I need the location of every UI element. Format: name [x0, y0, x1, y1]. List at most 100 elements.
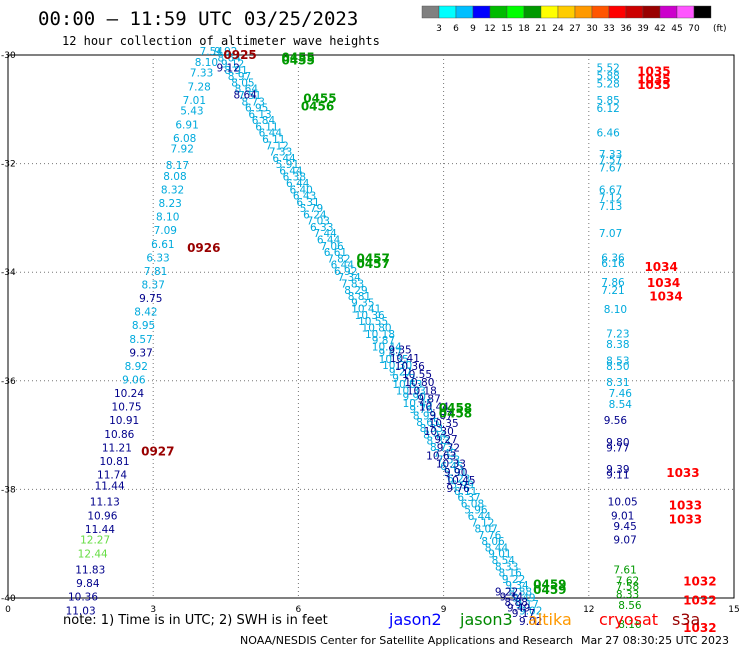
swh-value: 6.13: [248, 109, 271, 121]
x-tick-label: 0: [5, 605, 11, 615]
swh-value: 9.34: [500, 592, 524, 604]
swh-value: 8.38: [606, 339, 629, 351]
x-tick-label: 3: [150, 605, 156, 615]
swh-value: 7.01: [183, 95, 206, 107]
legend-value: 30: [586, 24, 598, 34]
time-label: 1032: [683, 621, 716, 635]
swh-value: 8.97: [228, 71, 251, 83]
swh-value: 7.12: [471, 517, 494, 529]
swh-value: 8.44: [485, 542, 509, 554]
swh-value: 8.06: [481, 536, 505, 548]
swh-value: 9.90: [403, 392, 426, 404]
swh-value: 6.23: [447, 473, 470, 485]
swh-value: 6.40: [289, 184, 312, 196]
swh-value: 12.27: [80, 535, 110, 547]
swh-value: 8.92: [125, 361, 148, 373]
swh-value: 6.36: [601, 252, 625, 264]
swh-value: 5.91: [444, 467, 467, 479]
swh-value: 6.11: [454, 486, 477, 498]
plot-frame: [7, 54, 735, 599]
swh-value: 10.96: [87, 510, 117, 522]
swh-value: 7.34: [337, 272, 361, 284]
time-label: 0459: [533, 577, 566, 591]
swh-value: 7.92: [171, 144, 194, 156]
swh-value: 8.53: [606, 356, 629, 368]
swh-value: 8.42: [134, 307, 157, 319]
swh-value: 8.08: [163, 171, 186, 183]
satellite-legend: jason2 jason3 altika cryosat s3a: [388, 610, 700, 629]
swh-value: 9.27: [434, 434, 457, 446]
swh-value: 9.87: [379, 348, 402, 360]
color-legend: 3 6 9 12 15 18 21 24 27 30 33 36 39 42 45 70 (ft): [421, 5, 727, 34]
satellite-label: jason2: [388, 610, 442, 629]
swh-value: 8.17: [166, 160, 189, 172]
swh-value: 8.44: [423, 429, 447, 441]
time-label: 0458: [439, 406, 472, 420]
swh-value: 7.12: [599, 193, 622, 205]
swh-value: 11.03: [66, 605, 96, 617]
swh-value: 10.45: [446, 475, 476, 487]
swh-value: 7.12: [265, 140, 288, 152]
swh-value: 7.61: [613, 565, 636, 577]
swh-value: 7.21: [601, 285, 624, 297]
legend-value: 12: [484, 24, 495, 34]
swh-value: 7.33: [269, 147, 292, 159]
swh-value: 10.86: [104, 429, 134, 441]
swh-value: 7.44: [313, 228, 337, 240]
y-tick-label: -34: [1, 268, 16, 278]
swh-value: 11.44: [85, 524, 115, 536]
swh-value: 9.87: [417, 394, 440, 406]
time-label: 0456: [301, 100, 334, 114]
swh-value: 9.87: [429, 410, 452, 422]
swh-value: 10.41: [390, 353, 420, 365]
legend-value: 3: [436, 24, 442, 34]
swh-value: 9.90: [444, 467, 467, 479]
swh-value: 8.57: [129, 334, 152, 346]
swh-value: 7.23: [606, 328, 629, 340]
page-subtitle: 12 hour collection of altimeter wave hei…: [62, 34, 380, 48]
swh-value: 5.96: [464, 505, 488, 517]
swh-value: 9.12: [221, 59, 244, 71]
y-tick-label: -32: [1, 160, 16, 170]
swh-value: 9.56: [604, 415, 628, 427]
swh-value: 6.33: [310, 222, 333, 234]
swh-value: 8.65: [416, 417, 439, 429]
swh-value: 9.49: [507, 603, 530, 615]
swh-value: 6.44: [468, 511, 492, 523]
time-label: 1034: [649, 290, 682, 304]
swh-value: 6.11: [262, 134, 285, 146]
swh-value: 10.33: [436, 459, 466, 471]
swh-value: 8.54: [609, 399, 633, 411]
swh-value: 10.05: [608, 497, 638, 509]
swh-value: 6.61: [151, 239, 174, 251]
swh-value: 10.91: [109, 415, 139, 427]
swh-value: 8.31: [606, 377, 629, 389]
time-label: 1035: [637, 72, 670, 86]
swh-value: 6.16: [601, 258, 625, 270]
x-tick-label: 15: [728, 605, 739, 615]
swh-value: 7.82: [327, 253, 350, 265]
swh-value: 9.72: [392, 373, 415, 385]
swh-value: 6.37: [457, 492, 480, 504]
swh-value: 6.08: [173, 133, 196, 145]
legend-swatch: [421, 5, 440, 19]
time-label: 0455: [303, 91, 336, 105]
x-tick-label: 6: [296, 605, 302, 615]
legend-swatch: [472, 5, 491, 19]
swh-value: 5.91: [276, 159, 299, 171]
footer-credit: NOAA/NESDIS Center for Satellite Applica…: [240, 634, 573, 647]
legend-value: 36: [620, 24, 632, 34]
swh-value: 6.91: [175, 119, 198, 131]
legend-value: 27: [569, 24, 580, 34]
swh-value: 6.44: [272, 153, 296, 165]
swh-value: 6.84: [252, 115, 276, 127]
swh-value: 7.81: [144, 266, 167, 278]
swh-value: 8.73: [430, 442, 453, 454]
swh-value: 10.24: [114, 388, 144, 400]
swh-value: 6.24: [303, 209, 327, 221]
swh-value: 9.49: [512, 593, 535, 605]
legend-swatch: [625, 5, 644, 19]
swh-value: 5.99: [451, 480, 474, 492]
legend-value: 21: [535, 24, 546, 34]
swh-value: 8.54: [492, 555, 516, 567]
